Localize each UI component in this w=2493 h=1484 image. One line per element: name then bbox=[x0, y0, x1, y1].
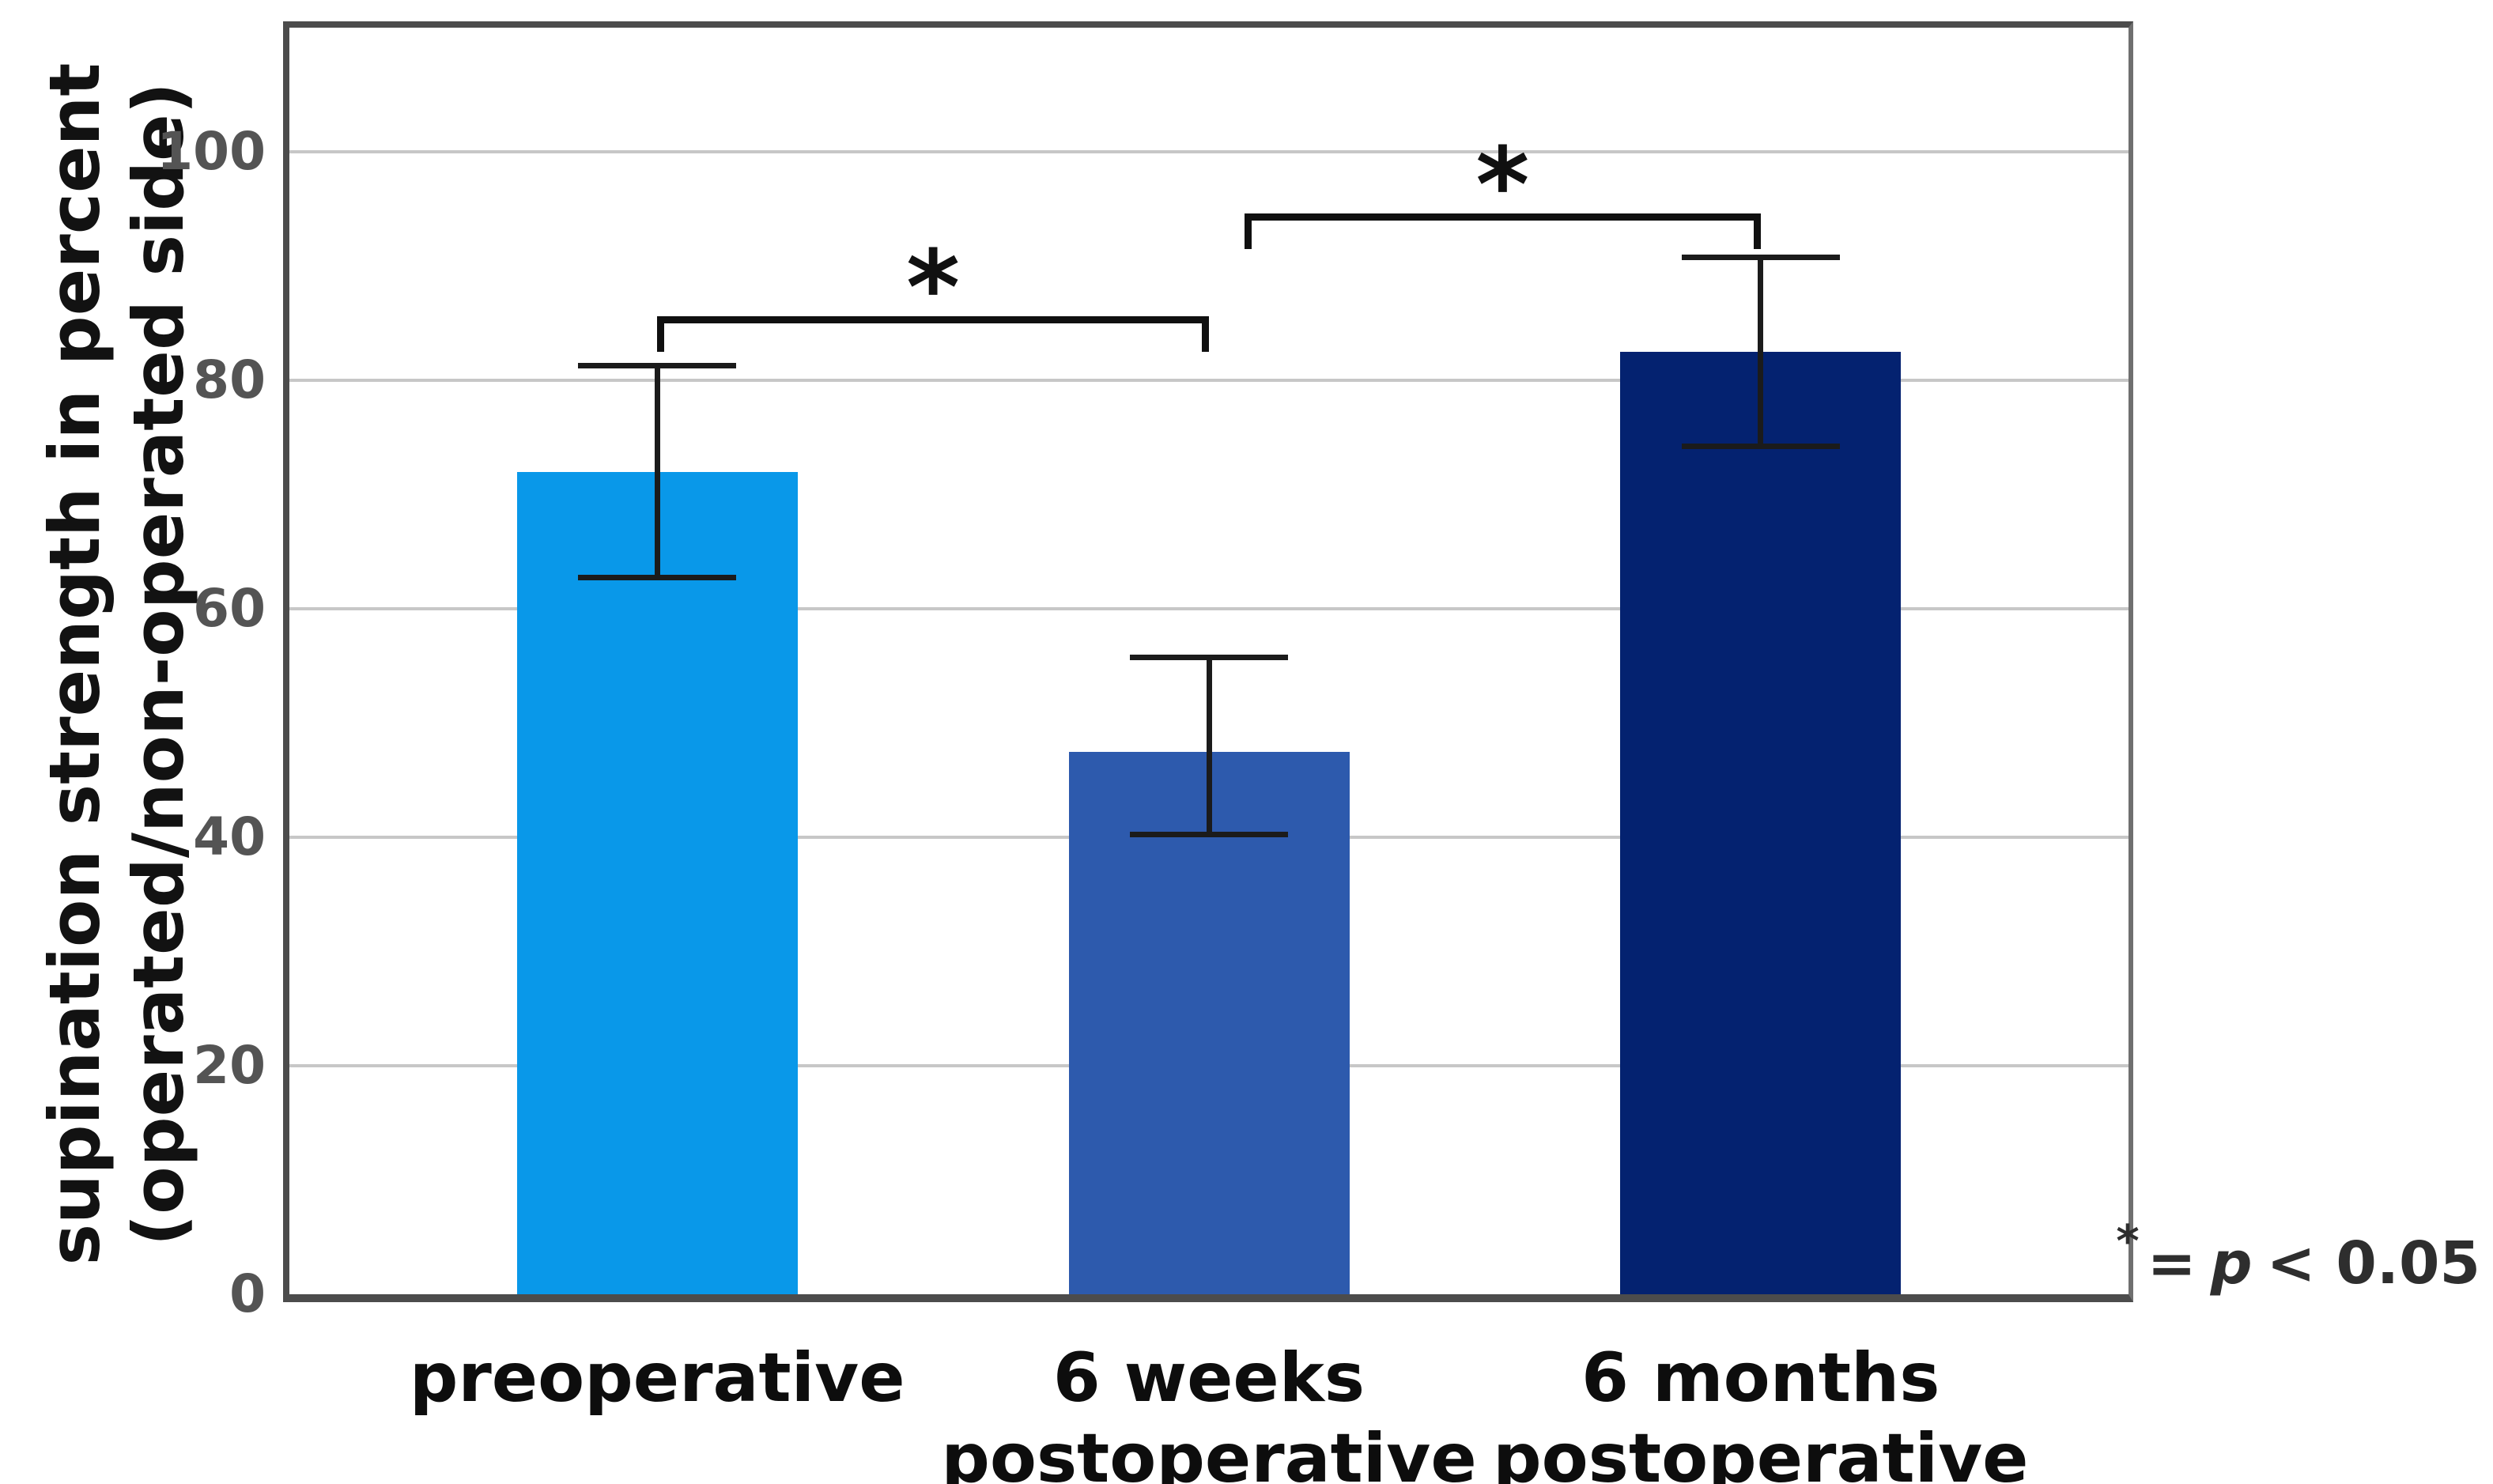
p-value-note: * = p < 0.05 bbox=[2116, 1216, 2480, 1308]
significance-bracket-hook-right-0 bbox=[1202, 315, 1209, 352]
y-tick-label-80: 80 bbox=[193, 349, 266, 410]
plot-area: * * bbox=[283, 21, 2133, 1302]
error-bar-cap-bottom-0 bbox=[578, 574, 737, 580]
bar-2 bbox=[1620, 351, 1902, 1294]
y-tick-label-0: 0 bbox=[229, 1263, 266, 1324]
error-bar-cap-top-1 bbox=[1130, 654, 1288, 660]
error-bar-line-0 bbox=[654, 363, 660, 580]
y-tick-label-20: 20 bbox=[193, 1035, 266, 1096]
asterisk-symbol: * bbox=[2116, 1216, 2140, 1267]
significance-bracket-line-0 bbox=[657, 315, 1209, 323]
y-axis-title-line-2: (operated/non-operated side) bbox=[118, 81, 199, 1247]
bar-1 bbox=[1068, 751, 1350, 1294]
x-category-label-1: 6 weeks postoperative bbox=[941, 1339, 1477, 1484]
gridline-80 bbox=[289, 379, 2128, 382]
x-category-label-0: preoperative bbox=[409, 1339, 905, 1418]
bar-0 bbox=[516, 471, 798, 1294]
y-axis-title-line-1: supination strength in percent bbox=[34, 62, 115, 1266]
error-bar-line-1 bbox=[1206, 654, 1212, 837]
error-bar-cap-top-2 bbox=[1681, 255, 1840, 261]
x-category-label-2: 6 months postoperative bbox=[1493, 1339, 2029, 1484]
plot-inner: * * bbox=[289, 28, 2128, 1294]
y-axis-title: supination strength in percent (operated… bbox=[33, 0, 201, 1336]
significance-bracket-line-1 bbox=[1245, 213, 1761, 221]
p-variable: p bbox=[2210, 1229, 2253, 1297]
error-bar-cap-bottom-1 bbox=[1130, 832, 1288, 837]
p-threshold: < 0.05 bbox=[2266, 1229, 2480, 1297]
error-bar-cap-bottom-2 bbox=[1681, 443, 1840, 449]
significance-bracket-hook-right-1 bbox=[1753, 213, 1761, 249]
y-tick-label-100: 100 bbox=[157, 121, 266, 182]
significance-bracket-hook-left-1 bbox=[1245, 213, 1252, 249]
significance-asterisk-0: * bbox=[906, 227, 961, 348]
gridline-100 bbox=[289, 150, 2128, 153]
y-tick-label-40: 40 bbox=[193, 806, 266, 867]
significance-asterisk-1: * bbox=[1475, 124, 1530, 245]
error-bar-cap-top-0 bbox=[578, 363, 737, 369]
y-tick-label-60: 60 bbox=[193, 578, 266, 639]
error-bar-line-2 bbox=[1758, 255, 1764, 449]
significance-bracket-hook-left-0 bbox=[657, 315, 665, 352]
equals-sign: = bbox=[2147, 1229, 2196, 1297]
gridline-60 bbox=[289, 607, 2128, 610]
